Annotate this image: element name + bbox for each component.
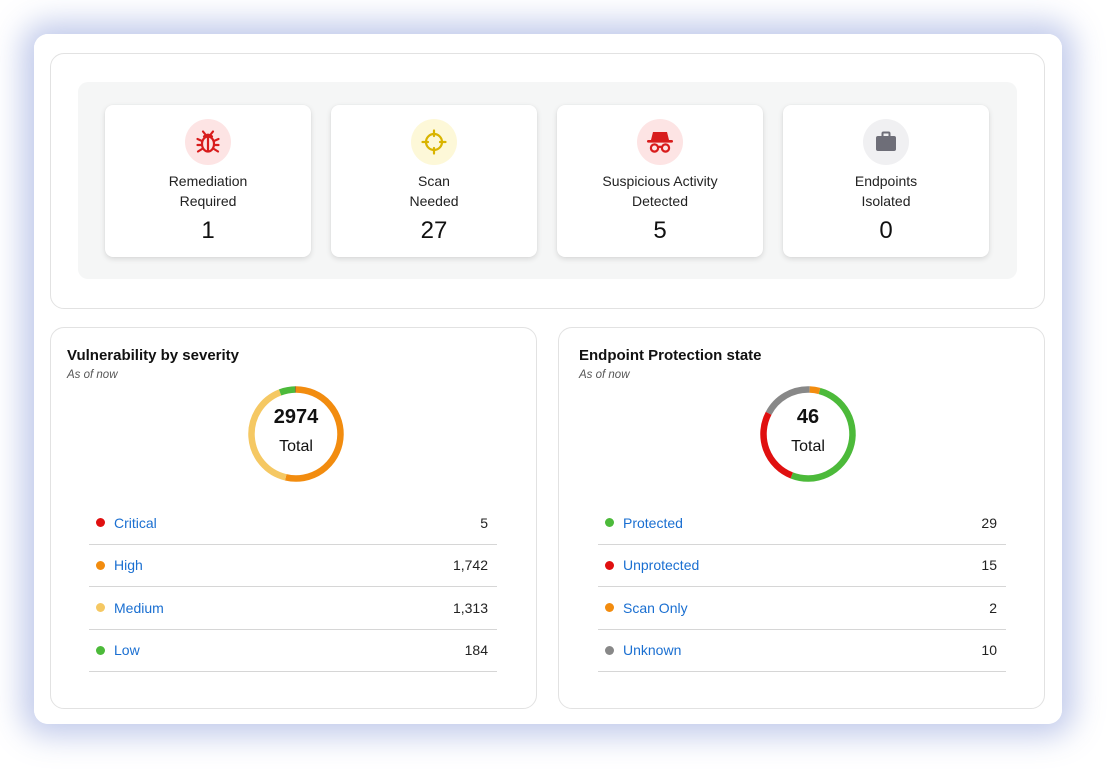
legend-row-high[interactable]: High 1,742 [89, 545, 497, 587]
legend-row-medium[interactable]: Medium 1,313 [89, 587, 497, 630]
donut-chart [248, 386, 344, 482]
legend-link[interactable]: High [114, 557, 143, 574]
card-subtitle: As of now [67, 369, 118, 381]
legend-link[interactable]: Scan Only [623, 599, 688, 616]
protection-donut: 46 Total [757, 383, 859, 485]
legend-dot [605, 560, 614, 570]
tile-endpoints-isolated[interactable]: Endpoints Isolated 0 [783, 105, 989, 257]
legend-dot [96, 560, 105, 570]
legend-value: 5 [480, 514, 488, 531]
donut-chart [760, 386, 856, 482]
legend-dot [605, 518, 614, 528]
tile-remediation-required[interactable]: Remediation Required 1 [105, 105, 311, 257]
vulnerability-legend: Critical 5 High 1,742 Medium 1,313 Low 1… [89, 502, 497, 672]
legend-link[interactable]: Unknown [623, 642, 682, 659]
card-subtitle: As of now [579, 369, 630, 381]
legend-row-low[interactable]: Low 184 [89, 630, 497, 672]
legend-row-scan-only[interactable]: Scan Only 2 [598, 587, 1006, 630]
legend-value: 1,313 [452, 599, 488, 616]
legend-row-critical[interactable]: Critical 5 [89, 502, 497, 545]
tile-label: Endpoints Isolated [854, 173, 918, 209]
legend-link[interactable]: Critical [114, 514, 157, 531]
spy-icon [637, 119, 683, 165]
tile-scan-needed[interactable]: Scan Needed 27 [331, 105, 537, 257]
briefcase-icon [863, 119, 909, 165]
donut-segment-medium[interactable] [248, 389, 287, 481]
protection-legend: Protected 29 Unprotected 15 Scan Only 2 … [598, 502, 1006, 672]
donut-total-label: Total [791, 438, 825, 455]
donut-segment-low[interactable] [278, 386, 296, 396]
legend-dot [96, 518, 105, 528]
vulnerability-donut: 2974 Total [245, 383, 347, 485]
legend-dot [605, 603, 614, 613]
tile-label: Scan Needed [409, 173, 459, 209]
legend-value: 1,742 [452, 557, 488, 574]
legend-link[interactable]: Protected [623, 514, 683, 531]
legend-link[interactable]: Medium [114, 599, 164, 616]
tile-suspicious-activity[interactable]: Suspicious Activity Detected 5 [557, 105, 763, 257]
tile-value: 27 [420, 217, 448, 244]
legend-dot [96, 645, 105, 655]
donut-segment-high[interactable] [285, 386, 344, 482]
legend-dot [605, 645, 614, 655]
legend-row-unknown[interactable]: Unknown 10 [598, 630, 1006, 672]
bug-icon [185, 119, 231, 165]
donut-segment-protected[interactable] [790, 387, 856, 482]
legend-link[interactable]: Unprotected [623, 557, 700, 574]
legend-value: 2 [989, 599, 997, 616]
tile-value: 1 [201, 217, 215, 244]
donut-total: 46 [796, 406, 820, 428]
legend-link[interactable]: Low [114, 642, 140, 659]
legend-row-protected[interactable]: Protected 29 [598, 502, 1006, 545]
crosshair-icon [411, 119, 457, 165]
endpoint-protection-card: Endpoint Protection state As of now 46 T… [558, 327, 1045, 709]
legend-row-unprotected[interactable]: Unprotected 15 [598, 545, 1006, 587]
donut-total: 2974 [273, 406, 319, 428]
tile-value: 5 [653, 217, 667, 244]
donut-total-label: Total [279, 438, 313, 455]
card-title: Vulnerability by severity [67, 347, 240, 364]
tile-label: Suspicious Activity Detected [602, 173, 718, 209]
tile-label: Remediation Required [168, 173, 248, 209]
legend-value: 184 [464, 642, 488, 659]
legend-value: 15 [981, 557, 997, 574]
donut-segment-scan-only[interactable] [809, 386, 821, 395]
donut-segment-unprotected[interactable] [760, 411, 794, 479]
vulnerability-card: Vulnerability by severity As of now 2974… [50, 327, 537, 709]
tile-value: 0 [879, 217, 893, 244]
legend-dot [96, 603, 105, 613]
legend-value: 29 [981, 514, 997, 531]
donut-segment-unknown[interactable] [765, 386, 810, 415]
legend-value: 10 [981, 642, 997, 659]
card-title: Endpoint Protection state [579, 347, 762, 364]
